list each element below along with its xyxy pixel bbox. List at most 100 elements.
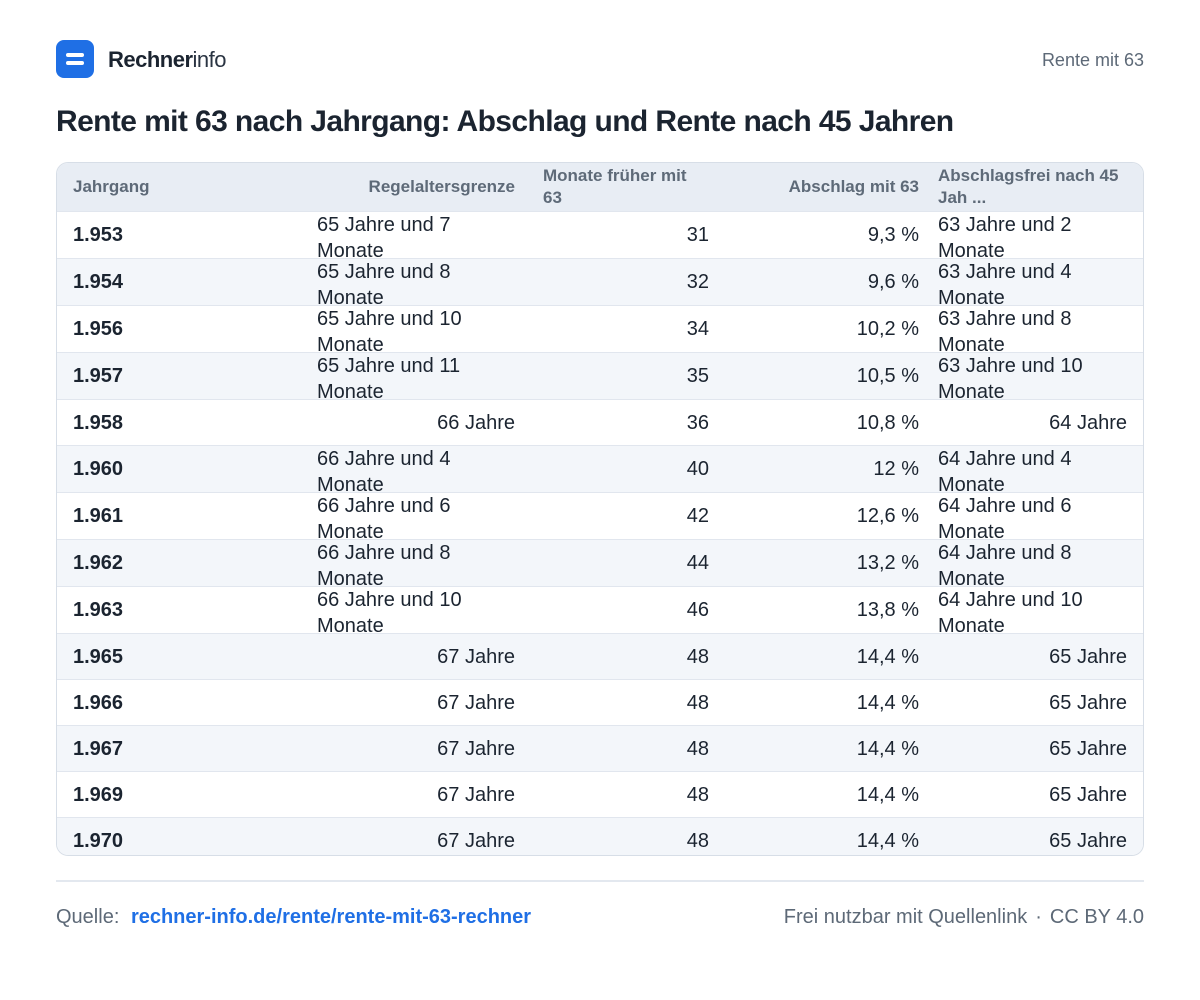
cell-monate-frueher: 48 xyxy=(515,633,725,680)
cell-abschlagsfrei-text: 65 Jahre xyxy=(1049,645,1127,668)
cell-monate-frueher: 40 xyxy=(515,445,725,493)
cell-regelaltersgrenze-text: 65 Jahre und 10 Monate xyxy=(317,308,462,352)
cell-abschlagsfrei-text: 64 Jahre und 10 Monate xyxy=(938,589,1083,633)
cell-abschlag-text: 14,4 % xyxy=(856,783,919,806)
cell-jahrgang-text: 1.963 xyxy=(73,599,124,621)
cell-abschlagsfrei-text: 65 Jahre xyxy=(1049,737,1127,760)
cell-abschlag: 10,2 % xyxy=(725,305,935,353)
col-header-abschlagsfrei: Abschlagsfrei nach 45 Jah ... xyxy=(935,163,1143,212)
cell-regelaltersgrenze-text: 67 Jahre xyxy=(437,645,515,668)
table-row: 1.963 66 Jahre und 10 Monate 46 13,8 % 64 Ja… xyxy=(57,586,1143,634)
footer-divider xyxy=(56,880,1144,882)
cell-jahrgang: 1.967 xyxy=(57,725,315,772)
pension-table-card: Jahrgang Regelaltersgrenze Monate früher… xyxy=(56,162,1144,856)
cell-monate-frueher-text: 48 xyxy=(686,737,709,760)
cell-monate-frueher-text: 31 xyxy=(686,224,709,246)
cell-jahrgang: 1.962 xyxy=(57,539,315,587)
cell-abschlagsfrei: 65 Jahre xyxy=(935,725,1143,772)
source-label: Quelle: xyxy=(56,906,120,928)
cell-jahrgang: 1.954 xyxy=(57,258,315,306)
col-header-monate-frueher: Monate früher mit 63 xyxy=(515,163,725,212)
brand-name[interactable]: Rechnerinfo xyxy=(108,47,227,73)
col-header-abschlag: Abschlag mit 63 xyxy=(725,163,935,212)
cell-monate-frueher: 35 xyxy=(515,352,725,400)
site-header: Rechnerinfo Rente mit 63 xyxy=(56,40,1144,78)
cell-regelaltersgrenze-text: 66 Jahre und 6 Monate xyxy=(317,495,451,539)
cell-monate-frueher-text: 32 xyxy=(686,271,709,293)
cell-abschlag-text: 9,6 % xyxy=(867,271,919,293)
cell-abschlag-text: 14,4 % xyxy=(856,829,919,852)
cell-abschlag-text: 10,8 % xyxy=(856,411,919,434)
cell-monate-frueher-text: 42 xyxy=(686,505,709,527)
page-title: Rente mit 63 nach Jahrgang: Abschlag und… xyxy=(56,105,954,138)
cell-abschlag: 13,8 % xyxy=(725,586,935,634)
cell-abschlagsfrei-text: 65 Jahre xyxy=(1049,691,1127,714)
col-header-abschlagsfrei-text: Abschlagsfrei nach 45 Jah ... xyxy=(938,166,1119,207)
cell-abschlagsfrei: 63 Jahre und 4 Monate xyxy=(935,258,1143,306)
cell-abschlag: 13,2 % xyxy=(725,539,935,587)
cell-monate-frueher: 31 xyxy=(515,211,725,259)
table-row: 1.956 65 Jahre und 10 Monate 34 10,2 % 63 Ja… xyxy=(57,305,1143,353)
cell-jahrgang-text: 1.953 xyxy=(73,224,124,246)
cell-jahrgang-text: 1.965 xyxy=(73,645,124,668)
footer-source: Quelle: rechner-info.de/rente/rente-mit-… xyxy=(56,906,531,929)
cell-abschlagsfrei-text: 63 Jahre und 4 Monate xyxy=(938,261,1072,305)
cell-abschlagsfrei-text: 64 Jahre und 6 Monate xyxy=(938,495,1072,539)
source-link[interactable]: rechner-info.de/rente/rente-mit-63-rechn… xyxy=(130,906,532,928)
cell-jahrgang: 1.963 xyxy=(57,586,315,634)
cell-abschlag-text: 10,5 % xyxy=(856,365,919,387)
cell-monate-frueher: 48 xyxy=(515,679,725,726)
cell-abschlagsfrei: 64 Jahre und 8 Monate xyxy=(935,539,1143,587)
cell-regelaltersgrenze-text: 66 Jahre und 8 Monate xyxy=(317,542,451,586)
cell-abschlag: 14,4 % xyxy=(725,679,935,726)
cell-abschlag: 10,8 % xyxy=(725,399,935,446)
cell-jahrgang: 1.960 xyxy=(57,445,315,493)
cell-jahrgang: 1.961 xyxy=(57,492,315,540)
cell-regelaltersgrenze: 66 Jahre und 8 Monate xyxy=(315,539,515,587)
cell-regelaltersgrenze: 67 Jahre xyxy=(315,679,515,726)
table-header-row: Jahrgang Regelaltersgrenze Monate früher… xyxy=(57,163,1143,212)
license-name: CC BY 4.0 xyxy=(1049,906,1144,928)
cell-abschlagsfrei-text: 65 Jahre xyxy=(1049,783,1127,806)
cell-monate-frueher-text: 40 xyxy=(686,458,709,480)
table-row: 1.962 66 Jahre und 8 Monate 44 13,2 % 64 Jah… xyxy=(57,539,1143,587)
cell-jahrgang: 1.966 xyxy=(57,679,315,726)
cell-jahrgang-text: 1.956 xyxy=(73,318,124,340)
cell-abschlag: 12 % xyxy=(725,445,935,493)
cell-monate-frueher: 42 xyxy=(515,492,725,540)
cell-jahrgang: 1.957 xyxy=(57,352,315,400)
cell-regelaltersgrenze: 67 Jahre xyxy=(315,725,515,772)
table-row: 1.958 66 Jahre 36 10,8 % 64 Jahre xyxy=(57,399,1143,446)
cell-abschlag-text: 10,2 % xyxy=(856,318,919,340)
footer-license: Frei nutzbar mit Quellenlink · CC BY 4.0 xyxy=(784,906,1144,929)
cell-abschlag: 14,4 % xyxy=(725,725,935,772)
cell-regelaltersgrenze: 65 Jahre und 7 Monate xyxy=(315,211,515,259)
brand-strong: Rechner xyxy=(108,47,193,72)
cell-monate-frueher-text: 48 xyxy=(686,645,709,668)
cell-abschlag-text: 13,8 % xyxy=(856,599,919,621)
cell-regelaltersgrenze: 67 Jahre xyxy=(315,771,515,818)
cell-abschlag: 14,4 % xyxy=(725,817,935,855)
cell-regelaltersgrenze: 66 Jahre und 4 Monate xyxy=(315,445,515,493)
cell-abschlagsfrei: 65 Jahre xyxy=(935,679,1143,726)
cell-regelaltersgrenze-text: 66 Jahre und 4 Monate xyxy=(317,448,451,492)
cell-regelaltersgrenze-text: 67 Jahre xyxy=(437,691,515,714)
cell-jahrgang-text: 1.954 xyxy=(73,271,124,293)
equals-logo-icon[interactable] xyxy=(56,40,94,78)
cell-regelaltersgrenze-text: 66 Jahre xyxy=(437,411,515,434)
cell-monate-frueher-text: 34 xyxy=(686,318,709,340)
table-row: 1.967 67 Jahre 48 14,4 % 65 Jahre xyxy=(57,725,1143,772)
cell-abschlagsfrei-text: 64 Jahre und 8 Monate xyxy=(938,542,1072,586)
cell-abschlag-text: 14,4 % xyxy=(856,737,919,760)
cell-monate-frueher-text: 36 xyxy=(686,411,709,434)
cell-abschlag: 14,4 % xyxy=(725,633,935,680)
cell-monate-frueher: 48 xyxy=(515,725,725,772)
cell-jahrgang-text: 1.962 xyxy=(73,552,124,574)
cell-monate-frueher: 32 xyxy=(515,258,725,306)
cell-monate-frueher-text: 44 xyxy=(686,552,709,574)
cell-regelaltersgrenze: 66 Jahre und 10 Monate xyxy=(315,586,515,634)
cell-jahrgang: 1.953 xyxy=(57,211,315,259)
cell-jahrgang-text: 1.966 xyxy=(73,691,124,714)
cell-abschlag: 9,3 % xyxy=(725,211,935,259)
cell-regelaltersgrenze: 67 Jahre xyxy=(315,633,515,680)
